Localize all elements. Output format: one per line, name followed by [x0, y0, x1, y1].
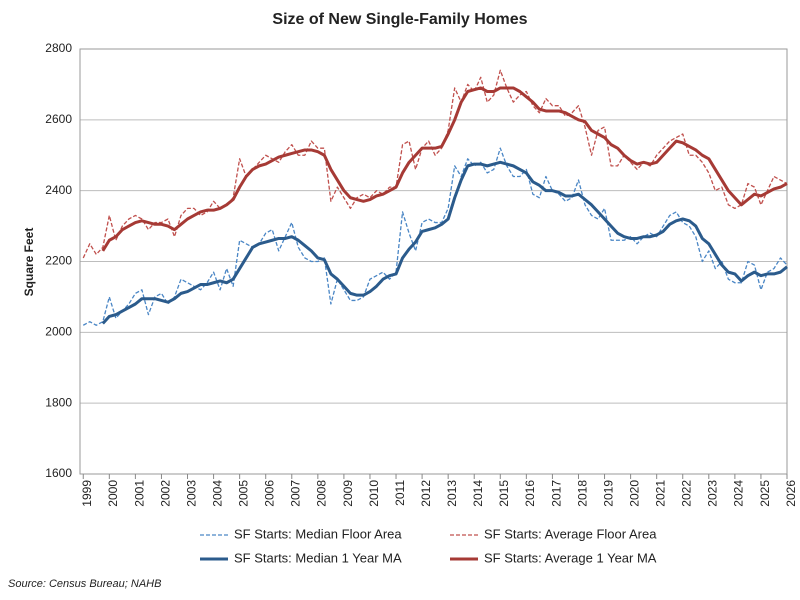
source-note: Source: Census Bureau; NAHB	[8, 578, 161, 590]
x-tick-label: 2017	[549, 480, 563, 507]
y-tick-label: 1800	[45, 395, 72, 409]
y-tick-label: 2400	[45, 183, 72, 197]
legend-label: SF Starts: Average Floor Area	[484, 526, 657, 541]
x-tick-label: 2023	[706, 480, 720, 507]
x-tick-label: 2008	[315, 480, 329, 507]
series-line	[101, 86, 788, 252]
x-tick-label: 2006	[263, 480, 277, 507]
x-tick-label: 2018	[575, 480, 589, 507]
x-tick-label: 2009	[341, 480, 355, 507]
series-line	[101, 160, 788, 325]
x-tick-label: 2013	[445, 480, 459, 507]
x-tick-label: 2026	[784, 480, 798, 507]
legend-label: SF Starts: Median 1 Year MA	[234, 550, 402, 565]
x-tick-label: 2010	[367, 480, 381, 507]
series-line	[82, 69, 788, 259]
x-tick-label: 2014	[471, 480, 485, 507]
chart-title: Size of New Single-Family Homes	[272, 11, 527, 28]
x-tick-label: 2015	[497, 480, 511, 507]
x-tick-label: 2002	[158, 480, 172, 507]
x-tick-label: 2003	[184, 480, 198, 507]
x-tick-label: 2012	[419, 480, 433, 507]
x-tick-label: 2011	[393, 480, 407, 506]
plot-border	[79, 48, 788, 475]
x-tick-label: 2007	[289, 480, 303, 507]
x-tick-label: 2005	[237, 480, 251, 507]
x-tick-label: 2019	[601, 480, 615, 507]
x-tick-label: 1999	[80, 480, 94, 507]
legend-label: SF Starts: Average 1 Year MA	[484, 550, 657, 565]
x-tick-label: 2016	[523, 480, 537, 507]
y-tick-label: 2000	[45, 325, 72, 339]
x-tick-label: 2001	[132, 480, 146, 507]
y-tick-label: 1600	[45, 466, 72, 480]
y-axis-label: Square Feet	[22, 228, 36, 297]
x-tick-label: 2021	[654, 480, 668, 507]
x-tick-label: 2025	[758, 480, 772, 507]
x-tick-label: 2000	[106, 480, 120, 507]
legend-label: SF Starts: Median Floor Area	[234, 526, 402, 541]
x-tick-label: 2024	[732, 480, 746, 507]
x-tick-label: 2020	[627, 480, 641, 507]
x-tick-label: 2004	[210, 480, 224, 507]
series-line	[82, 147, 788, 326]
x-tick-label: 2022	[680, 480, 694, 507]
y-tick-label: 2200	[45, 254, 72, 268]
y-tick-label: 2800	[45, 41, 72, 55]
y-tick-label: 2600	[45, 112, 72, 126]
